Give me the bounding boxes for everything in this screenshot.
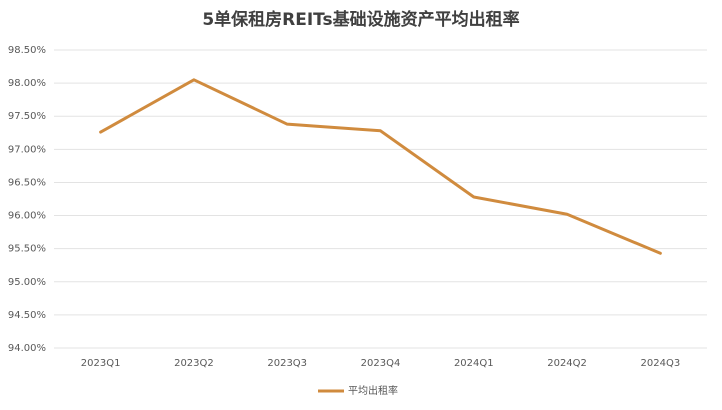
- y-tick-label: 98.00%: [8, 78, 46, 89]
- chart-title: 5单保租房REITs基础设施资产平均出租率: [202, 9, 519, 30]
- y-tick-label: 96.00%: [8, 211, 46, 222]
- y-tick-label: 95.00%: [8, 277, 46, 288]
- y-tick-label: 98.50%: [8, 45, 46, 56]
- y-tick-label: 97.00%: [8, 144, 46, 155]
- y-tick-label: 96.50%: [8, 177, 46, 188]
- y-tick-label: 94.50%: [8, 310, 46, 321]
- legend-label: 平均出租率: [348, 384, 398, 397]
- x-tick-label: 2023Q1: [81, 358, 121, 369]
- x-tick-label: 2023Q4: [361, 358, 401, 369]
- x-tick-label: 2023Q3: [267, 358, 307, 369]
- x-tick-label: 2024Q2: [547, 358, 587, 369]
- x-tick-label: 2024Q1: [454, 358, 494, 369]
- y-tick-label: 95.50%: [8, 244, 46, 255]
- x-tick-label: 2024Q3: [641, 358, 681, 369]
- y-tick-label: 97.50%: [8, 111, 46, 122]
- y-tick-label: 94.00%: [8, 343, 46, 354]
- x-tick-label: 2023Q2: [174, 358, 214, 369]
- line-series: [99, 78, 662, 255]
